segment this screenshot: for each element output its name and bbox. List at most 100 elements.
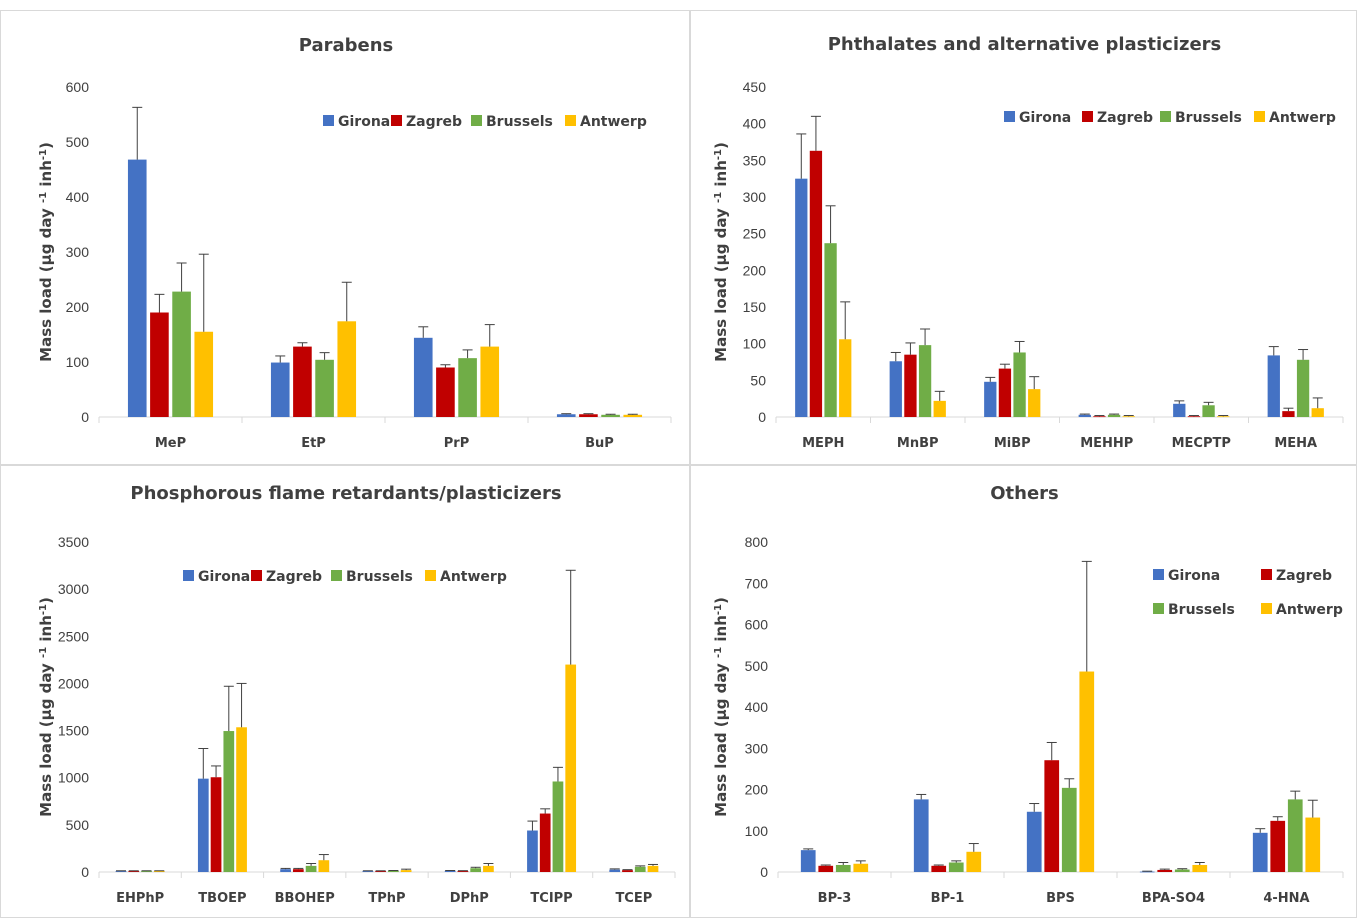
- legend-label: Zagreb: [266, 569, 322, 585]
- bar: [480, 346, 500, 417]
- legend-swatch: [1153, 603, 1164, 614]
- bar: [579, 414, 598, 417]
- y-tick-label: 300: [745, 740, 769, 756]
- bar: [933, 400, 946, 417]
- legend-label: Zagreb: [406, 114, 462, 130]
- y-axis-label: Mass load (µg day -1 inh-1): [712, 597, 730, 817]
- bar: [1252, 832, 1268, 872]
- y-tick-label: 250: [743, 226, 767, 242]
- legend-swatch: [1004, 111, 1015, 122]
- chart-panel-parabens: Parabens Mass load (µg day -1 inh-1) 0 100 2…: [0, 10, 690, 465]
- bar: [1093, 416, 1106, 418]
- y-axis-label: Mass load (µg day -1 inh-1): [712, 142, 730, 362]
- bar: [1026, 811, 1042, 872]
- bar: [1044, 760, 1060, 872]
- legend-label: Antwerp: [440, 569, 507, 585]
- legend-label: Zagreb: [1276, 568, 1332, 584]
- x-tick-label: TCIPP: [530, 891, 572, 906]
- legend-label: Antwerp: [1269, 110, 1336, 126]
- bar: [172, 291, 191, 417]
- bar: [318, 860, 330, 872]
- y-axis-label: Mass load (µg day -1 inh-1): [37, 142, 55, 362]
- bar: [1202, 405, 1215, 417]
- bar: [458, 358, 477, 417]
- bar: [153, 871, 165, 872]
- legend-label: Girona: [198, 569, 250, 585]
- bar: [210, 777, 222, 872]
- x-tick-label: EtP: [301, 436, 326, 451]
- bar: [1282, 411, 1295, 417]
- x-tick-label: TCEP: [615, 891, 652, 906]
- bar: [622, 870, 633, 872]
- x-tick-label: MEHA: [1274, 436, 1317, 451]
- legend-swatch: [1153, 569, 1164, 580]
- bar: [315, 359, 334, 417]
- y-tick-label: 800: [745, 534, 769, 550]
- bar: [1079, 671, 1095, 872]
- bar: [1173, 403, 1186, 417]
- y-tick-label: 100: [66, 354, 90, 370]
- legend-label: Brussels: [346, 569, 413, 585]
- x-tick-label: MEPH: [802, 436, 844, 451]
- bar: [609, 869, 621, 872]
- y-tick-label: 700: [745, 575, 769, 591]
- y-tick-label: 0: [760, 864, 768, 880]
- y-tick-label: 200: [66, 299, 90, 315]
- bar: [966, 851, 982, 872]
- x-tick-label: BPS: [1046, 891, 1075, 906]
- bar: [889, 361, 902, 417]
- bar: [552, 781, 564, 872]
- x-tick-label: MECPTP: [1172, 436, 1231, 451]
- bar: [280, 869, 291, 872]
- x-tick-label: BBOHEP: [275, 891, 335, 906]
- y-tick-label: 100: [745, 823, 769, 839]
- bar: [1061, 787, 1077, 872]
- bar: [839, 339, 852, 417]
- chart-title: Phthalates and alternative plasticizers: [828, 34, 1222, 55]
- bar: [1122, 416, 1135, 418]
- bar: [470, 868, 482, 872]
- bar: [1013, 352, 1026, 417]
- legend-swatch: [183, 570, 194, 581]
- bar: [483, 865, 494, 872]
- bar: [824, 243, 837, 417]
- y-tick-label: 2000: [58, 675, 89, 691]
- bar: [1305, 817, 1321, 872]
- chart-panel-others: Others Mass load (µg day -1 inh-1) 0 100 200…: [690, 465, 1357, 918]
- y-tick-label: 3000: [58, 581, 89, 597]
- y-tick-label: 400: [743, 116, 767, 132]
- chart-phthalates: Phthalates and alternative plasticizers M…: [712, 34, 1344, 451]
- bar: [948, 862, 964, 872]
- bar: [918, 345, 932, 417]
- x-tick-label: 4-HNA: [1263, 891, 1309, 906]
- x-tick-label: TPhP: [368, 891, 405, 906]
- bar: [436, 367, 455, 417]
- bar: [270, 362, 290, 417]
- y-tick-label: 300: [66, 244, 90, 260]
- legend-swatch: [1082, 111, 1093, 122]
- y-tick-label: 0: [81, 864, 89, 880]
- legend-swatch: [1254, 111, 1265, 122]
- y-tick-label: 150: [743, 299, 767, 315]
- y-tick-label: 200: [743, 262, 767, 278]
- bar: [984, 381, 997, 417]
- y-tick-label: 50: [750, 372, 766, 388]
- x-tick-label: BuP: [585, 436, 614, 451]
- bar: [647, 865, 659, 872]
- chart-others: Others Mass load (µg day -1 inh-1) 0 100 200…: [712, 483, 1344, 906]
- legend-label: Brussels: [486, 114, 553, 130]
- y-tick-label: 2500: [58, 628, 89, 644]
- legend-swatch: [471, 115, 482, 126]
- bar: [1267, 355, 1280, 417]
- x-tick-label: DPhP: [450, 891, 489, 906]
- x-tick-label: TBOEP: [198, 891, 246, 906]
- y-tick-label: 450: [743, 79, 767, 95]
- bar: [388, 870, 399, 872]
- bar: [835, 864, 851, 872]
- bar: [809, 150, 823, 418]
- legend-label: Brussels: [1175, 110, 1242, 126]
- x-tick-label: MEHHP: [1080, 436, 1133, 451]
- bar: [197, 778, 209, 872]
- legend-swatch: [251, 570, 262, 581]
- bar: [1078, 414, 1091, 417]
